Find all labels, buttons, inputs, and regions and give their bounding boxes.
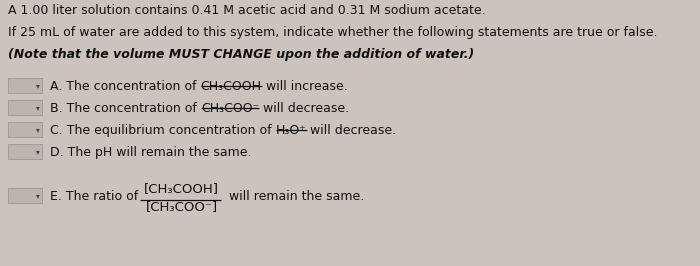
Text: B. The concentration of: B. The concentration of xyxy=(50,102,201,115)
Text: (Note that the volume MUST CHANGE upon the addition of water.): (Note that the volume MUST CHANGE upon t… xyxy=(8,48,475,61)
Text: ▾: ▾ xyxy=(36,147,40,156)
Text: If 25 mL of water are added to this system, indicate whether the following state: If 25 mL of water are added to this syst… xyxy=(8,26,657,39)
Text: CH₃COO⁻: CH₃COO⁻ xyxy=(201,102,259,115)
Text: ▾: ▾ xyxy=(36,191,40,200)
Text: will decrease.: will decrease. xyxy=(259,102,349,115)
Bar xyxy=(8,188,42,203)
Text: C. The equilibrium concentration of: C. The equilibrium concentration of xyxy=(50,124,276,137)
Text: will increase.: will increase. xyxy=(262,80,347,93)
Text: ▾: ▾ xyxy=(36,103,40,112)
Bar xyxy=(8,144,42,159)
Text: [CH₃COO⁻]: [CH₃COO⁻] xyxy=(146,200,218,213)
Bar xyxy=(8,122,42,137)
Bar xyxy=(8,100,42,115)
Text: CH₃COOH: CH₃COOH xyxy=(200,80,262,93)
Text: A. The concentration of: A. The concentration of xyxy=(50,80,200,93)
Bar xyxy=(8,78,42,93)
Text: ▾: ▾ xyxy=(36,81,40,90)
Text: ▾: ▾ xyxy=(36,125,40,134)
Text: E. The ratio of: E. The ratio of xyxy=(50,190,139,203)
Text: will remain the same.: will remain the same. xyxy=(225,190,365,203)
Text: will decrease.: will decrease. xyxy=(307,124,397,137)
Text: A 1.00 liter solution contains 0.41 M acetic acid and 0.31 M sodium acetate.: A 1.00 liter solution contains 0.41 M ac… xyxy=(8,4,486,17)
Text: H₃O⁺: H₃O⁺ xyxy=(276,124,307,137)
Text: D. The pH will remain the same.: D. The pH will remain the same. xyxy=(50,146,251,159)
Text: [CH₃COOH]: [CH₃COOH] xyxy=(144,182,219,195)
